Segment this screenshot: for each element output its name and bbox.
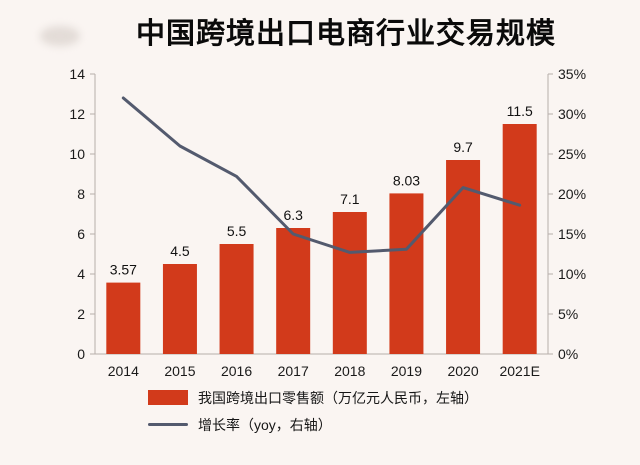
- watermark-smudge: [40, 26, 80, 46]
- bar-value-2015: 4.5: [170, 243, 190, 259]
- bar-value-2016: 5.5: [227, 223, 247, 239]
- bar-value-2018: 7.1: [340, 191, 360, 207]
- x-tick-2016: 2016: [221, 363, 252, 379]
- y-right-tick-15%: 15%: [558, 226, 586, 242]
- bar-2018: [332, 212, 367, 354]
- x-tick-2019: 2019: [391, 363, 422, 379]
- bar-2014: [106, 282, 141, 354]
- growth-line: [121, 96, 522, 254]
- bar-value-2014: 3.57: [110, 262, 137, 278]
- y-left-tick-8: 8: [77, 186, 85, 202]
- y-right-tick-30%: 30%: [558, 106, 586, 122]
- bar-2021E: [502, 124, 537, 354]
- bar-value-2017: 6.3: [283, 207, 303, 223]
- y-right-tick-35%: 35%: [558, 66, 586, 82]
- y-left-tick-10: 10: [69, 146, 85, 162]
- x-tick-2014: 2014: [108, 363, 139, 379]
- y-right-tick-10%: 10%: [558, 266, 586, 282]
- bar-series-swatch: [148, 390, 188, 405]
- y-left-tick-2: 2: [77, 306, 85, 322]
- y-right-tick-25%: 25%: [558, 146, 586, 162]
- y-left-tick-12: 12: [69, 106, 85, 122]
- line-series-label: 增长率（yoy，右轴）: [198, 416, 332, 433]
- y-right-tick-5%: 5%: [558, 306, 578, 322]
- bar-2015: [162, 264, 197, 354]
- y-left-tick-0: 0: [77, 346, 85, 362]
- y-left-tick-14: 14: [69, 66, 85, 82]
- chart-canvas: 0 2 4 6 8 10 12 14 0% 5% 10% 15% 20% 25% 30% 35% 3.57 4.5…: [69, 66, 586, 379]
- y-right-tick-0%: 0%: [558, 346, 578, 362]
- legend-item-line: 增长率（yoy，右轴）: [148, 411, 640, 438]
- x-tick-2020: 2020: [447, 363, 478, 379]
- chart-title: 中国跨境出口电商行业交易规模: [135, 18, 556, 50]
- y-right-tick-20%: 20%: [558, 186, 586, 202]
- bar-value-2019: 8.03: [393, 172, 420, 188]
- bar-2019: [389, 193, 424, 354]
- x-tick-2018: 2018: [334, 363, 365, 379]
- line-series-swatch: [148, 423, 188, 426]
- y-left-tick-6: 6: [77, 226, 85, 242]
- y-left-tick-4: 4: [77, 266, 85, 282]
- x-tick-2015: 2015: [164, 363, 195, 379]
- bar-series-label: 我国跨境出口零售额（万亿元人民币，左轴）: [198, 389, 478, 406]
- bar-2017: [276, 228, 311, 354]
- legend-item-bar: 我国跨境出口零售额（万亿元人民币，左轴）: [148, 384, 640, 411]
- bar-value-2020: 9.7: [453, 139, 473, 155]
- bar-value-2021E: 11.5: [507, 103, 533, 119]
- bar-2016: [219, 244, 254, 354]
- x-tick-2017: 2017: [278, 363, 309, 379]
- legend: 我国跨境出口零售额（万亿元人民币，左轴） 增长率（yoy，右轴）: [148, 384, 640, 438]
- x-tick-2021E: 2021E: [499, 363, 539, 379]
